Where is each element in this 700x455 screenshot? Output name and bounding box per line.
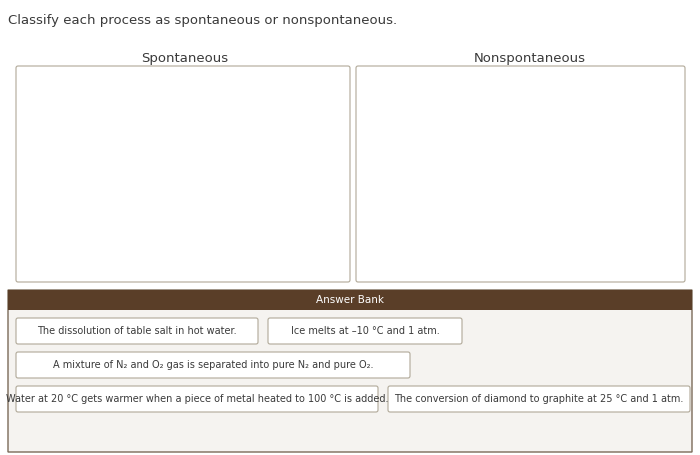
Text: Nonspontaneous: Nonspontaneous xyxy=(474,52,586,65)
Text: Classify each process as spontaneous or nonspontaneous.: Classify each process as spontaneous or … xyxy=(8,14,397,27)
FancyBboxPatch shape xyxy=(16,352,410,378)
FancyBboxPatch shape xyxy=(388,386,690,412)
FancyBboxPatch shape xyxy=(16,66,350,282)
FancyBboxPatch shape xyxy=(16,318,258,344)
Text: The conversion of diamond to graphite at 25 °C and 1 atm.: The conversion of diamond to graphite at… xyxy=(394,394,684,404)
Text: Answer Bank: Answer Bank xyxy=(316,295,384,305)
Text: Water at 20 °C gets warmer when a piece of metal heated to 100 °C is added.: Water at 20 °C gets warmer when a piece … xyxy=(6,394,389,404)
FancyBboxPatch shape xyxy=(16,386,378,412)
FancyBboxPatch shape xyxy=(356,66,685,282)
FancyBboxPatch shape xyxy=(8,290,692,452)
FancyBboxPatch shape xyxy=(268,318,462,344)
Text: A mixture of N₂ and O₂ gas is separated into pure N₂ and pure O₂.: A mixture of N₂ and O₂ gas is separated … xyxy=(52,360,373,370)
Text: The dissolution of table salt in hot water.: The dissolution of table salt in hot wat… xyxy=(37,326,237,336)
Text: Spontaneous: Spontaneous xyxy=(141,52,229,65)
Text: Ice melts at –10 °C and 1 atm.: Ice melts at –10 °C and 1 atm. xyxy=(290,326,440,336)
Bar xyxy=(8,290,692,310)
